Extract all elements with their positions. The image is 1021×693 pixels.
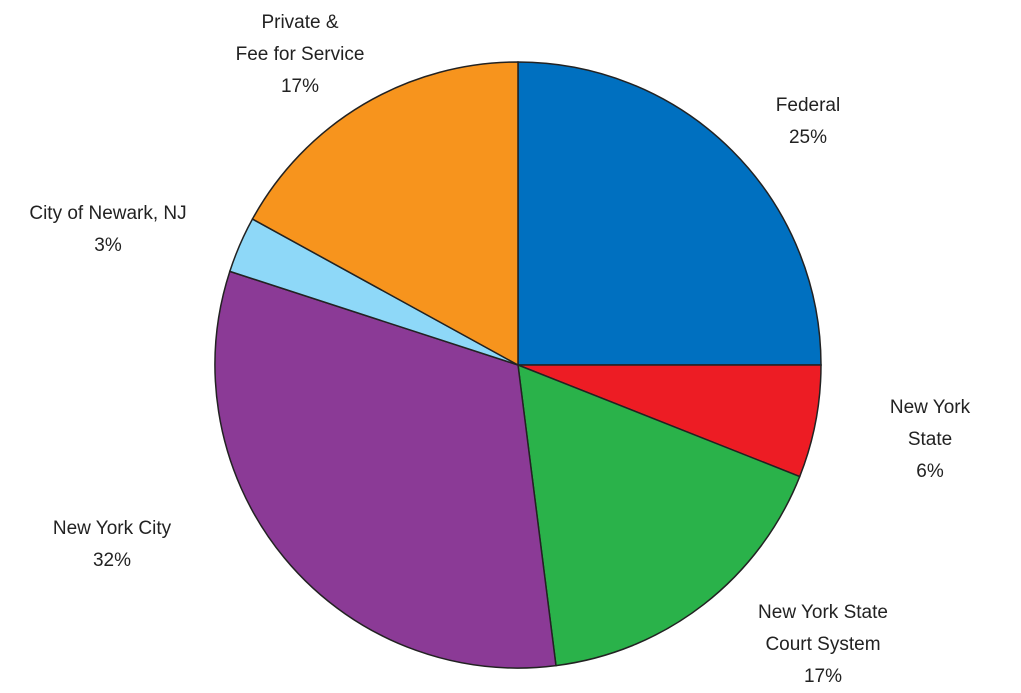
value-label: 3%	[94, 235, 122, 256]
value-label: 17%	[803, 666, 843, 687]
pie-slice	[517, 363, 801, 667]
value-label: 6%	[916, 461, 944, 482]
category-label: City of Newark, NJ	[29, 203, 187, 224]
value-label: 32%	[92, 550, 132, 571]
slice-label: New York State Court System 17%	[758, 597, 888, 693]
pie-slice	[251, 61, 519, 367]
category-label: New York City	[52, 518, 172, 539]
value-label: 17%	[280, 76, 320, 97]
category-label: Private & Fee for Service	[235, 12, 365, 65]
category-label: New York State	[889, 397, 971, 450]
slice-label: City of Newark, NJ 3%	[29, 198, 186, 262]
slice-label: New York City 32%	[53, 513, 171, 577]
value-label: 25%	[788, 127, 828, 148]
pie-slice	[517, 61, 822, 366]
slice-label: New York State 6%	[885, 392, 976, 488]
slice-label: Federal 25%	[776, 90, 840, 154]
pie-slice	[214, 270, 557, 669]
slice-label: Private & Fee for Service 17%	[236, 7, 365, 103]
category-label: New York State Court System	[758, 602, 888, 655]
category-label: Federal	[775, 95, 841, 116]
